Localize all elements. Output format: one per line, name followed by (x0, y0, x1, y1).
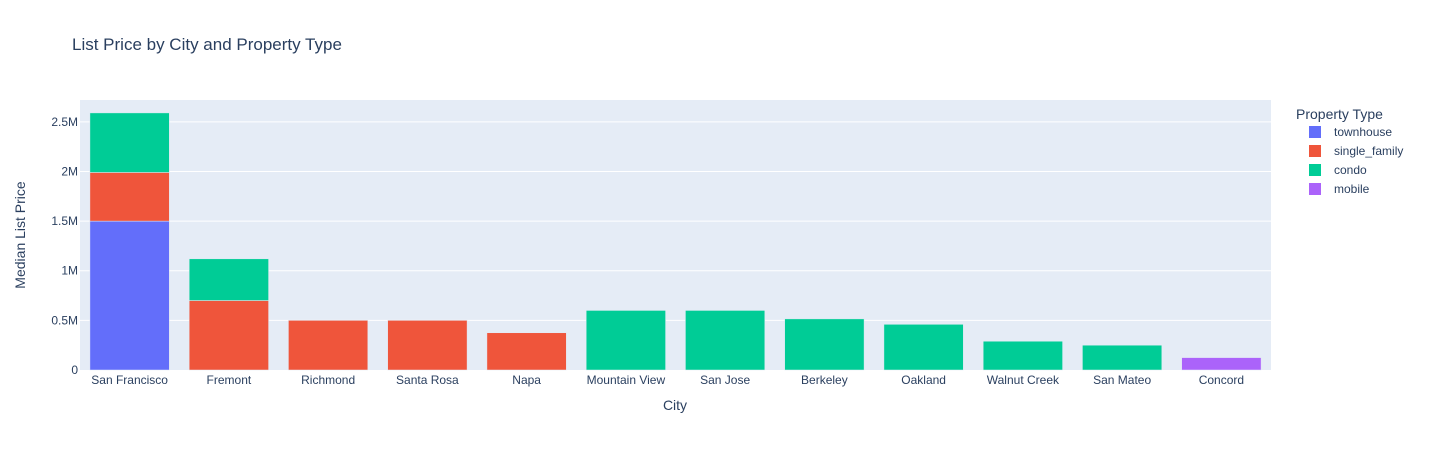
legend-swatch-condo[interactable] (1309, 164, 1321, 176)
bar-single_family[interactable] (486, 332, 567, 371)
legend-title: Property Type (1296, 106, 1383, 122)
x-tick-label: San Francisco (91, 373, 168, 387)
legend-label[interactable]: mobile (1334, 182, 1370, 196)
x-tick-label: Concord (1199, 373, 1244, 387)
y-tick-label: 2M (61, 164, 78, 178)
bar-mobile[interactable] (1181, 357, 1262, 371)
legend: Property Type townhouse single_familycond… (1296, 106, 1403, 196)
y-tick-label: 0.5M (51, 313, 78, 327)
bar-townhouse[interactable] (89, 220, 170, 371)
gridlines (80, 121, 1271, 321)
legend-label[interactable]: single_family (1334, 144, 1403, 158)
legend-label[interactable]: condo (1334, 163, 1367, 177)
x-axis-ticks: San Francisco Fremont Richmond Santa Rosa Na… (91, 373, 1244, 387)
x-tick-label: Santa Rosa (396, 373, 459, 387)
bar-condo[interactable] (982, 340, 1063, 371)
x-tick-label: Walnut Creek (987, 373, 1060, 387)
bar-condo[interactable] (685, 310, 766, 371)
bar-condo[interactable] (89, 112, 170, 173)
bar-condo[interactable] (784, 318, 865, 371)
bar-condo[interactable] (585, 310, 666, 371)
x-tick-label: Napa (512, 373, 541, 387)
y-axis-ticks: 0 0.5M 1M 1.5M 2M 2.5M (51, 115, 78, 377)
x-tick-label: Berkeley (801, 373, 848, 387)
y-tick-label: 1.5M (51, 214, 78, 228)
bar-single_family[interactable] (89, 172, 170, 222)
legend-label[interactable]: townhouse (1334, 125, 1392, 139)
x-axis-title: City (663, 397, 687, 413)
y-tick-label: 1M (61, 264, 78, 278)
x-tick-label: Oakland (901, 373, 946, 387)
y-tick-label: 0 (71, 363, 78, 377)
x-tick-label: Mountain View (587, 373, 666, 387)
legend-swatch-single_family[interactable] (1309, 145, 1321, 157)
x-tick-label: San Jose (700, 373, 750, 387)
legend-swatch-mobile[interactable] (1309, 183, 1321, 195)
chart-title: List Price by City and Property Type (72, 35, 342, 54)
x-tick-label: Richmond (301, 373, 355, 387)
bar-condo[interactable] (883, 324, 964, 371)
bar-condo[interactable] (188, 258, 269, 301)
bar-condo[interactable] (1082, 344, 1163, 371)
y-tick-label: 2.5M (51, 115, 78, 129)
plot-area (80, 100, 1271, 370)
bars (89, 112, 1262, 371)
y-axis-title: Median List Price (12, 181, 28, 289)
bar-single_family[interactable] (188, 300, 269, 371)
x-tick-label: Fremont (207, 373, 252, 387)
bar-single_family[interactable] (387, 320, 468, 371)
bar-single_family[interactable] (288, 320, 369, 371)
legend-swatch-townhouse[interactable] (1309, 126, 1321, 138)
x-tick-label: San Mateo (1093, 373, 1151, 387)
